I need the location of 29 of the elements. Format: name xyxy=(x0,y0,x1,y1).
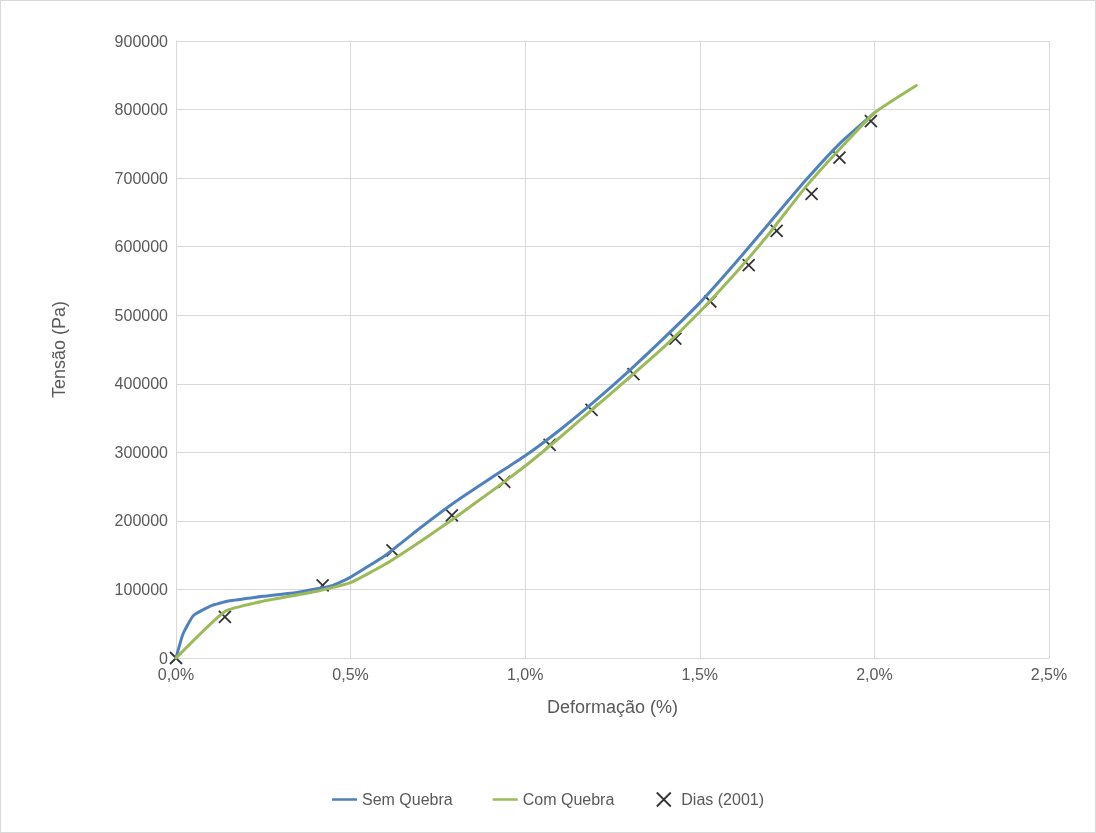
x-tick-label: 2,5% xyxy=(1030,665,1068,683)
y-tick-label: 200000 xyxy=(114,512,169,530)
y-tick-label: 300000 xyxy=(114,443,169,461)
point xyxy=(741,258,756,273)
legend-label: Dias (2001) xyxy=(681,791,764,808)
y-tick-label: 700000 xyxy=(114,169,169,187)
y-tick-label: 100000 xyxy=(114,580,169,598)
y-tick-label: 0 xyxy=(159,649,169,667)
point xyxy=(804,186,819,201)
y-tick-label: 800000 xyxy=(114,101,169,119)
legend-label: Sem Quebra xyxy=(362,791,453,808)
y-tick-label: 600000 xyxy=(114,238,169,256)
x-tick-label: 2,0% xyxy=(856,665,893,683)
y-tick-label: 900000 xyxy=(114,32,169,50)
y-tick-label: 500000 xyxy=(114,306,169,324)
point xyxy=(832,150,847,165)
x-tick-label: 0,5% xyxy=(332,665,369,683)
point xyxy=(668,331,683,346)
point xyxy=(864,114,878,129)
legend-label: Com Quebra xyxy=(522,791,615,808)
x-tick-label: 0,0% xyxy=(157,665,195,683)
x-tick-label: 1,0% xyxy=(506,665,544,683)
y-axis-title: Tensão (Pa) xyxy=(49,300,69,399)
x-tick-label: 1,5% xyxy=(681,665,719,683)
point xyxy=(217,609,232,624)
x-axis-title: Deformação (%) xyxy=(546,697,679,717)
y-tick-label: 400000 xyxy=(114,375,169,393)
point xyxy=(769,224,784,238)
point xyxy=(444,508,459,523)
